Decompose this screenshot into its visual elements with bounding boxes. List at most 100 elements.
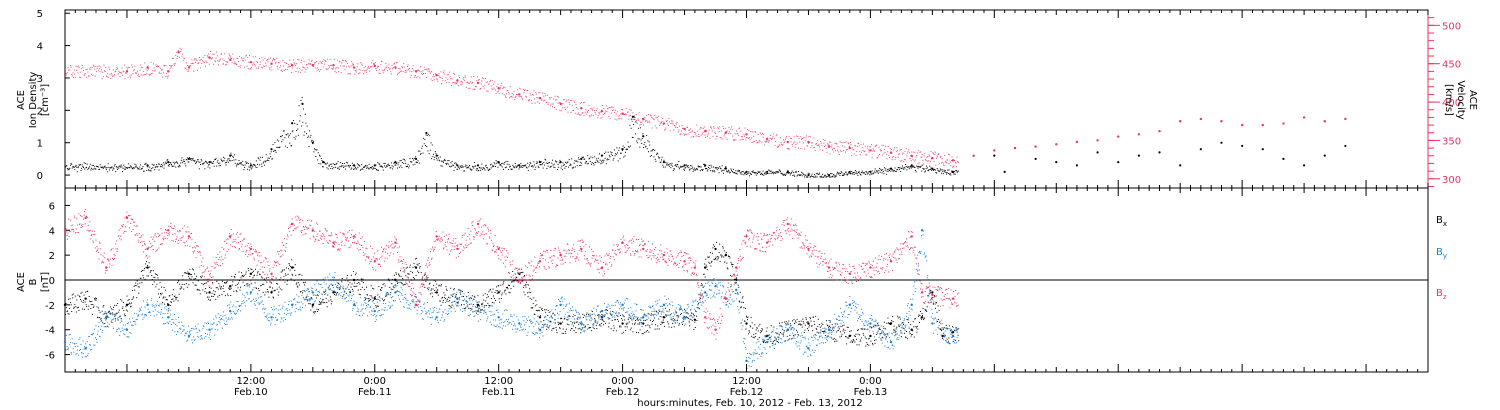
- velocity-point: [807, 140, 810, 144]
- velocity-point: [1344, 117, 1347, 121]
- bottom-ylabel-line-3: [nT]: [40, 272, 51, 292]
- velocity-point: [249, 60, 253, 64]
- bx-point: [745, 322, 748, 325]
- velocity-point: [1137, 133, 1141, 136]
- density-point: [642, 135, 645, 138]
- by-point: [456, 297, 459, 300]
- bz-point: [765, 241, 769, 244]
- velocity-point: [538, 97, 542, 100]
- bz-point: [693, 266, 697, 269]
- by-point: [683, 316, 686, 319]
- density-point: [724, 167, 727, 170]
- density-point: [435, 154, 438, 157]
- velocity-point: [167, 70, 170, 73]
- bz-point: [734, 266, 738, 269]
- velocity-point: [1323, 120, 1326, 123]
- bz-point: [435, 235, 438, 238]
- velocity-point: [1178, 120, 1182, 123]
- density-point: [1117, 161, 1120, 164]
- bz-point: [456, 247, 459, 251]
- bottom-ytick-label: 0: [49, 276, 55, 287]
- density-point: [414, 157, 418, 160]
- bz-point: [714, 328, 717, 331]
- x-tick-date-label: Feb.11: [358, 387, 392, 398]
- by-point: [714, 285, 717, 288]
- top-right-ylabel-line-2: Velocity: [1455, 80, 1466, 119]
- by-point: [373, 309, 376, 313]
- bz-point: [394, 241, 397, 244]
- bz-point: [827, 266, 831, 269]
- bx-point: [63, 303, 67, 307]
- top-left-ylabel: ACE Ion Density [cm⁻³]: [16, 72, 51, 129]
- density-point: [1302, 164, 1306, 167]
- bx-point: [208, 291, 211, 294]
- top-left-ytick-label: 0: [37, 171, 43, 182]
- density-point: [704, 164, 707, 167]
- series-by: [63, 229, 960, 369]
- by-point: [931, 322, 934, 325]
- density-point: [1241, 144, 1244, 148]
- by-point: [910, 303, 913, 307]
- density-point: [456, 164, 459, 167]
- bottom-ylabel-line-2: B: [28, 278, 39, 285]
- bz-point: [84, 216, 87, 220]
- bottom-ytick-label: 4: [49, 226, 55, 237]
- bx-point: [167, 303, 170, 307]
- velocity-point: [1158, 130, 1161, 133]
- velocity-point: [1055, 143, 1058, 146]
- bz-point: [63, 229, 67, 232]
- top-left-ytick-label: 1: [37, 139, 43, 150]
- velocity-point: [146, 66, 149, 69]
- x-tick-date-label: Feb.13: [854, 387, 888, 398]
- bz-point: [786, 222, 790, 226]
- bottom-ytick-label: 2: [49, 251, 55, 262]
- velocity-point: [1096, 139, 1099, 142]
- x-tick-time-label: 12:00: [484, 376, 513, 387]
- velocity-point: [414, 70, 418, 73]
- velocity-point: [580, 107, 583, 110]
- bz-point: [270, 272, 273, 275]
- bz-point: [931, 293, 934, 297]
- density-point: [993, 154, 996, 157]
- x-tick-time-label: 0:00: [364, 376, 386, 387]
- bx-point: [435, 291, 438, 294]
- bz-point: [476, 222, 480, 226]
- bz-point: [642, 247, 645, 251]
- density-point: [1282, 157, 1285, 160]
- density-point: [786, 170, 789, 173]
- top-panel-frame: [64, 9, 1429, 189]
- density-point: [1344, 144, 1347, 148]
- bz-point: [683, 260, 686, 263]
- density-point: [910, 164, 913, 167]
- bz-point: [559, 253, 562, 257]
- bx-point: [476, 303, 480, 307]
- density-point: [270, 148, 273, 151]
- series-bz: [63, 209, 960, 340]
- top-left-ylabel-line-2: Ion Density: [28, 72, 39, 129]
- bx-point: [497, 291, 500, 294]
- top-right-ytick-label: 400: [1442, 98, 1461, 109]
- by-point: [786, 328, 790, 331]
- x-tick-time-label: 12:00: [236, 376, 265, 387]
- by-point: [476, 309, 480, 313]
- by-point: [249, 291, 253, 294]
- bz-point: [745, 235, 748, 238]
- velocity-point: [910, 154, 913, 157]
- bz-point: [373, 260, 376, 263]
- density-point: [1075, 164, 1079, 167]
- velocity-point: [332, 64, 335, 67]
- bx-point: [714, 247, 717, 251]
- bx-point: [352, 278, 356, 282]
- bz-point: [208, 278, 211, 282]
- velocity-point: [270, 62, 273, 65]
- time-x-axis: 12:00Feb.100:00Feb.1112:00Feb.110:00Feb.…: [64, 10, 1429, 398]
- by-point: [146, 303, 149, 307]
- bx-point: [559, 322, 562, 325]
- bottom-ylabel-line-1: ACE: [16, 272, 27, 292]
- bx-point: [125, 303, 129, 307]
- density-point: [1055, 161, 1058, 164]
- velocity-point: [125, 70, 129, 73]
- by-point: [84, 347, 87, 350]
- density-point: [425, 131, 428, 135]
